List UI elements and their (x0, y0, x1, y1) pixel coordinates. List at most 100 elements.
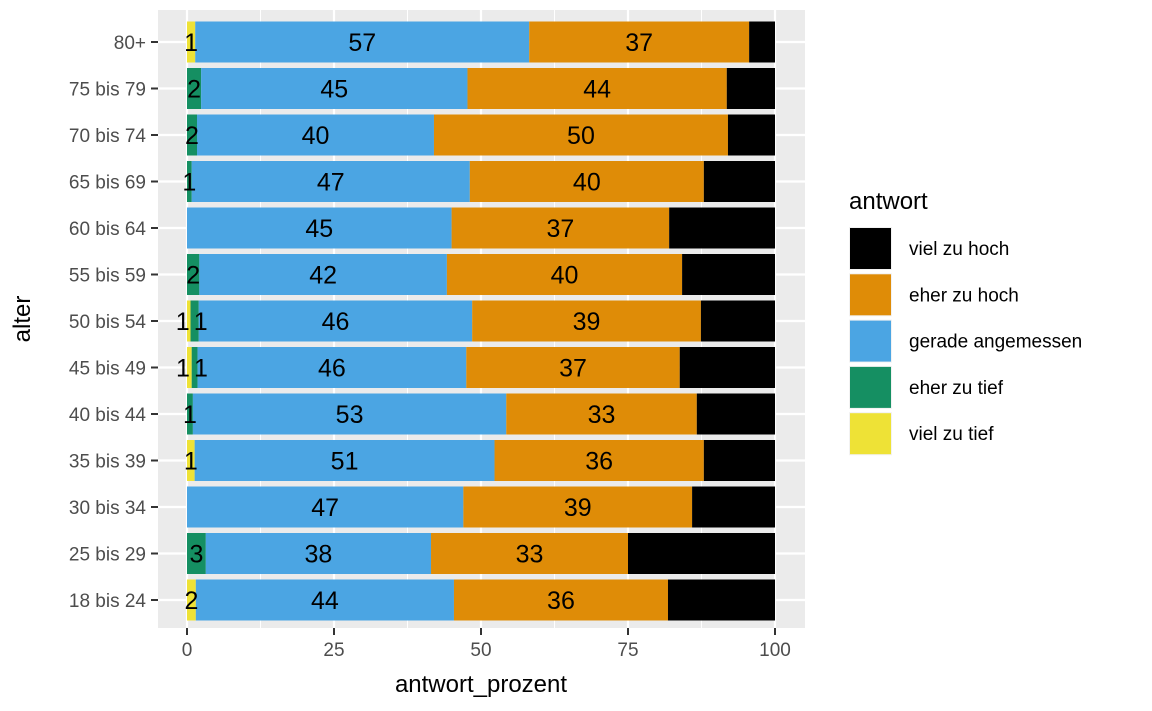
x-axis-title: antwort_prozent (395, 671, 567, 698)
data-label: 40 (573, 169, 601, 197)
data-label: 33 (516, 541, 544, 569)
data-label: 2 (187, 76, 201, 104)
legend-label: gerade angemessen (909, 332, 1082, 353)
bar-segment (187, 393, 193, 435)
bar-segment (682, 254, 775, 295)
x-tick-label: 100 (759, 640, 791, 661)
data-label: 1 (194, 308, 208, 336)
x-tick-label: 0 (182, 640, 193, 661)
legend-key (850, 320, 891, 362)
legend-label: viel zu tief (909, 424, 994, 445)
data-label: 36 (547, 587, 575, 615)
x-tick-label: 25 (323, 640, 344, 661)
data-label: 39 (573, 308, 601, 336)
y-tick-label: 75 bis 79 (69, 80, 146, 101)
bar-segment (187, 207, 452, 249)
bar-segment (187, 486, 464, 528)
bar-segment (195, 21, 530, 63)
bar-segment (431, 533, 628, 574)
legend-key (850, 366, 891, 408)
legend-title: antwort (849, 188, 928, 215)
data-label: 37 (625, 29, 653, 57)
bar-segment (198, 300, 473, 342)
legend-key (850, 274, 891, 316)
bar-segment (187, 440, 195, 481)
bar-segment (506, 393, 697, 435)
bar-segment (187, 68, 202, 109)
data-label: 36 (585, 448, 613, 476)
bar-segment (196, 114, 434, 156)
y-tick-label: 35 bis 39 (69, 452, 146, 473)
bar-segment (667, 579, 775, 621)
bar-segment (433, 114, 728, 156)
data-label: 37 (559, 355, 587, 383)
bar-segment (205, 533, 432, 574)
bar-segment (469, 161, 704, 202)
bar-segment (472, 300, 701, 342)
legend-key (850, 228, 891, 269)
y-tick-label: 65 bis 69 (69, 173, 146, 194)
bar-segment (703, 161, 775, 202)
bar-segment (187, 114, 197, 156)
bar-segment (446, 254, 683, 295)
bar-segment (467, 68, 727, 109)
y-tick-label: 18 bis 24 (69, 591, 147, 612)
legend: antwort viel zu hoch eher zu hoch gerade a… (849, 188, 1082, 456)
data-label: 1 (176, 355, 190, 383)
bar-segment (700, 300, 775, 342)
bar-segment (696, 393, 775, 435)
bar-segment (726, 68, 775, 109)
y-tick-label: 80+ (114, 33, 146, 54)
bar-segment (201, 68, 468, 109)
bar-segment (191, 347, 198, 388)
bar-segment (187, 254, 200, 295)
y-tick-label: 30 bis 34 (69, 498, 147, 519)
data-label: 1 (184, 29, 198, 57)
y-tick-label: 25 bis 29 (69, 545, 146, 566)
y-tick-label: 60 bis 64 (69, 219, 147, 240)
bar-segment (192, 393, 507, 435)
legend-label: eher zu hoch (909, 285, 1019, 306)
data-label: 37 (546, 215, 574, 243)
data-label: 53 (336, 401, 364, 429)
legend-label: eher zu tief (909, 378, 1004, 399)
data-label: 46 (318, 355, 346, 383)
x-tick-label: 75 (617, 640, 638, 661)
data-label: 2 (186, 262, 200, 290)
data-label: 44 (583, 76, 611, 104)
bar-segment (703, 440, 775, 481)
legend-key (850, 413, 891, 455)
data-label: 3 (189, 541, 203, 569)
data-label: 40 (551, 262, 579, 290)
data-label: 46 (322, 308, 350, 336)
bar-segment (190, 300, 199, 342)
data-label: 1 (176, 308, 190, 336)
y-tick-label: 40 bis 44 (69, 405, 147, 426)
bar-segment (669, 207, 775, 249)
bar-segment (453, 579, 668, 621)
bar-segment (692, 486, 775, 528)
data-label: 45 (305, 215, 333, 243)
bar-segment (463, 486, 693, 528)
bar-segment (529, 21, 750, 63)
data-label: 47 (311, 494, 339, 522)
data-label: 57 (348, 29, 376, 57)
y-tick-label: 45 bis 49 (69, 359, 146, 380)
bar-segment (451, 207, 670, 249)
data-label: 50 (567, 122, 595, 150)
bar-segment (749, 21, 775, 63)
data-label: 1 (184, 448, 198, 476)
bar-segment (727, 114, 775, 156)
x-tick-label: 50 (470, 640, 491, 661)
bar-segment (191, 161, 470, 202)
data-label: 2 (185, 122, 199, 150)
bar-segment (494, 440, 704, 481)
data-label: 51 (331, 448, 359, 476)
data-label: 39 (564, 494, 592, 522)
y-axis-title: alter (9, 296, 36, 343)
bar-segment (187, 21, 196, 63)
y-tick-label: 70 bis 74 (69, 126, 147, 147)
data-label: 1 (194, 355, 208, 383)
bar-segment (187, 161, 192, 202)
